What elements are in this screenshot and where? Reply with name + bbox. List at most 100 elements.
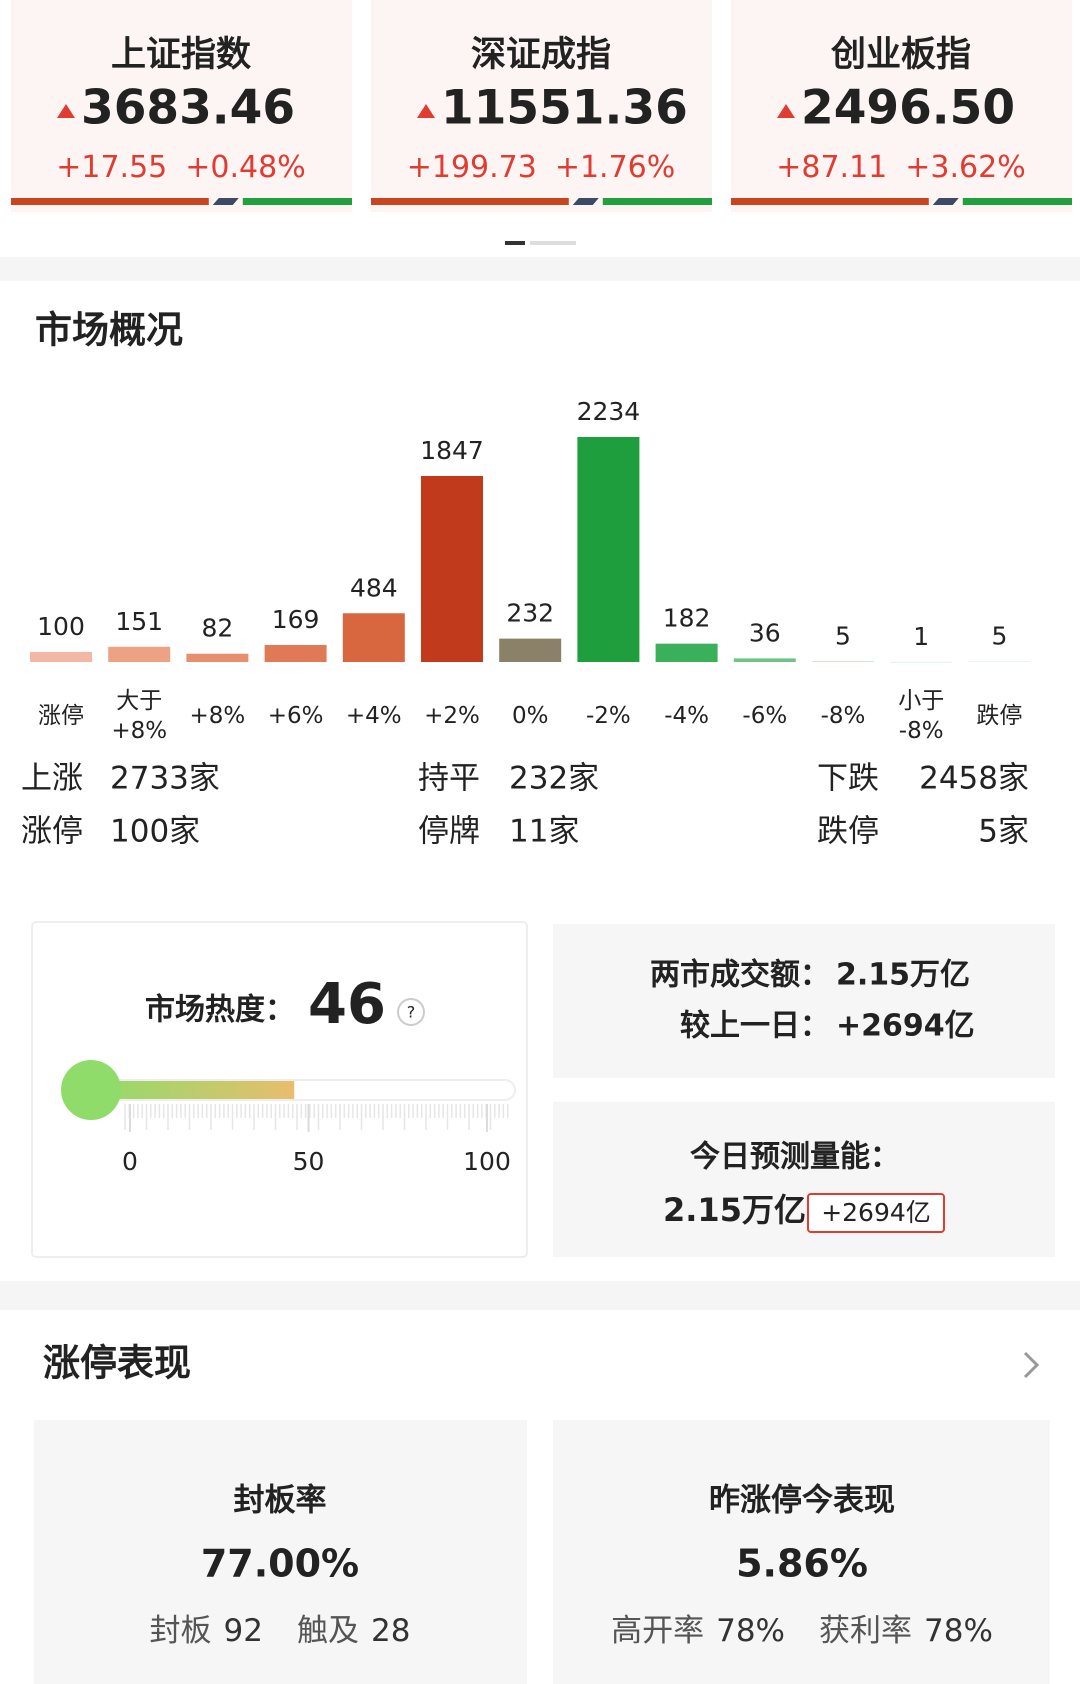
separator [0, 1281, 1080, 1310]
updown-bar-gap [932, 198, 959, 205]
turnover-value: 2.15万亿 [836, 958, 970, 993]
help-icon-mark: ? [407, 1003, 416, 1022]
change-percent: +1.76% [555, 150, 675, 185]
bar [577, 437, 640, 662]
value-label: 151 [115, 607, 163, 636]
index-value: 2496.50 [801, 81, 1015, 136]
heat-knob [61, 1060, 121, 1120]
page-dot [530, 241, 576, 245]
change-percent: +0.48% [185, 150, 305, 185]
bar [421, 475, 483, 662]
item-value: 92 [224, 1613, 263, 1649]
bar [733, 658, 796, 662]
category-label: 大于+8% [111, 688, 167, 744]
category-label: 小于-8% [898, 688, 944, 744]
item-value: 28 [371, 1613, 410, 1649]
heat-value: 46 [308, 972, 386, 1037]
up-arrow [57, 104, 75, 118]
forecast-badge [807, 1193, 945, 1233]
value-label: 100 [37, 612, 85, 641]
updown-bar-down [962, 198, 1072, 205]
stat-label: 涨停 [21, 814, 83, 850]
category-label: -6% [742, 703, 787, 729]
turnover-card [553, 924, 1055, 1078]
category-label: +4% [346, 703, 402, 729]
separator [0, 257, 1080, 281]
index-value: 3683.46 [81, 81, 295, 136]
bar [812, 661, 874, 662]
category-label: +2% [424, 703, 480, 729]
scale-tick-label: 100 [463, 1147, 511, 1176]
item-label: 获利率 [819, 1613, 912, 1649]
limit-card [34, 1420, 527, 1684]
up-arrow [417, 104, 435, 118]
value-label: 36 [749, 618, 781, 647]
section-title: 涨停表现 [43, 1342, 191, 1385]
category-label: +6% [268, 703, 324, 729]
bar [264, 644, 327, 662]
change-value: +199.73 [407, 150, 537, 185]
bar [186, 653, 249, 662]
category-label: -8% [821, 703, 866, 729]
updown-bar-down [602, 198, 712, 205]
index-card[interactable] [731, 0, 1072, 212]
change-value: +87.11 [776, 150, 887, 185]
limit-card-title: 昨涨停今表现 [709, 1483, 895, 1519]
section-title: 市场概况 [35, 309, 183, 352]
bar [890, 661, 953, 663]
index-name: 创业板指 [830, 35, 971, 75]
limit-card-items: 高开率 78% 获利率 78% [611, 1613, 993, 1649]
stat-label: 持平 [418, 761, 480, 797]
compare-value: +2694亿 [836, 1009, 975, 1044]
index-cards [11, 0, 1072, 212]
category-label: 跌停 [976, 703, 1022, 729]
stat-label: 停牌 [418, 814, 480, 850]
category-label: +8% [190, 703, 246, 729]
index-card[interactable] [371, 0, 712, 212]
bar [342, 613, 405, 662]
help-icon[interactable] [397, 998, 425, 1026]
scale-tick-label: 50 [293, 1147, 325, 1176]
change-value: +17.55 [56, 150, 167, 185]
index-change: +87.11 +3.62% [776, 150, 1025, 185]
stat-value: 2733家 [110, 761, 220, 797]
value-label: 1 [913, 622, 929, 651]
value-label: 82 [201, 614, 233, 643]
forecast-value: 2.15万亿 [663, 1191, 806, 1229]
value-label: 2234 [577, 397, 641, 426]
updown-bar-gap [572, 198, 599, 205]
change-percent: +3.62% [905, 150, 1025, 185]
heat-fill [91, 1081, 295, 1099]
index-change: +17.55 +0.48% [56, 150, 305, 185]
index-value: 11551.36 [441, 81, 688, 136]
stat-value: 232家 [509, 761, 599, 797]
bar [968, 661, 1031, 662]
stat-value: 2458家 [919, 761, 1029, 797]
updown-bar-up [731, 198, 929, 205]
limit-card-items: 封板 92 触及 28 [150, 1613, 411, 1649]
item-label: 触及 [297, 1613, 359, 1649]
value-label: 169 [272, 605, 320, 634]
index-change: +199.73 +1.76% [407, 150, 676, 185]
stat-label: 下跌 [817, 761, 879, 797]
index-card[interactable] [11, 0, 352, 212]
value-label: 1847 [420, 436, 484, 465]
compare-label: 较上一日： [680, 1009, 830, 1044]
index-name: 上证指数 [111, 35, 251, 75]
value-label: 5 [991, 621, 1007, 650]
item-value: 78% [716, 1613, 785, 1649]
item-label: 封板 [150, 1613, 212, 1649]
scale-tick-label: 0 [122, 1147, 138, 1176]
heat-label: 市场热度： [145, 993, 295, 1028]
up-arrow [777, 104, 795, 118]
index-name: 深证成指 [471, 35, 611, 75]
more-chevron[interactable] [1023, 1351, 1040, 1379]
bar [499, 638, 562, 662]
limit-card-value: 5.86% [736, 1542, 868, 1586]
limit-card-title: 封板率 [234, 1483, 327, 1519]
value-label: 5 [835, 621, 851, 650]
bar [655, 643, 718, 662]
limit-card [553, 1420, 1050, 1684]
